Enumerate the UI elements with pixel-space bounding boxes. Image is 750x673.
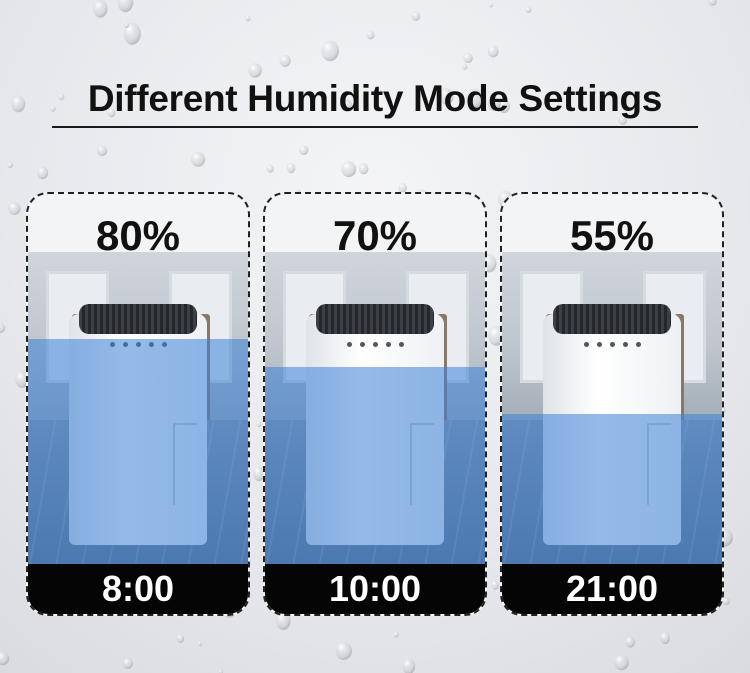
time-label: 10:00 [265, 564, 485, 614]
humidity-card-1: 80% 8:00 [26, 192, 250, 616]
device-control-panel [557, 336, 667, 352]
title-underline [52, 126, 698, 128]
water-drop-icon [279, 54, 291, 67]
water-drop-icon [335, 641, 352, 660]
water-drop-icon [411, 11, 421, 21]
device-grille [553, 304, 671, 335]
water-drop-icon [488, 2, 493, 8]
water-drop-icon [123, 22, 130, 28]
water-drop-icon [117, 0, 134, 13]
water-drop-icon [266, 164, 274, 173]
water-drop-icon [0, 651, 10, 666]
time-label: 8:00 [28, 564, 248, 614]
water-drop-icon [393, 631, 399, 638]
water-drop-icon [358, 163, 369, 175]
water-drop-icon [708, 0, 717, 6]
water-drop-icon [190, 151, 206, 167]
device-grille [79, 304, 197, 335]
water-drop-icon [245, 15, 251, 22]
humidity-percent: 55% [569, 212, 655, 259]
room-scene [28, 252, 248, 564]
water-drop-icon [321, 40, 340, 62]
water-drop-icon [722, 597, 730, 606]
water-drop-icon [176, 634, 185, 643]
water-drop-icon [614, 654, 629, 671]
water-drop-icon [299, 145, 309, 155]
water-drop-icon [487, 45, 499, 58]
water-drop-icon [198, 641, 202, 646]
water-drop-icon [625, 636, 635, 648]
water-drop-icon [37, 166, 49, 180]
water-drop-icon [463, 53, 473, 64]
room-scene [265, 252, 485, 564]
water-level-fill [265, 367, 485, 564]
humidity-percent: 80% [95, 212, 181, 259]
humidity-card-2: 70% 10:00 [263, 192, 487, 616]
water-level-fill [28, 339, 248, 564]
water-drop-icon [248, 63, 262, 78]
water-drop-icon [256, 421, 262, 428]
water-drop-icon [7, 162, 13, 169]
page-title: Different Humidity Mode Settings [87, 78, 663, 119]
water-drop-icon [366, 30, 375, 40]
water-drop-icon [122, 657, 133, 669]
water-drop-icon [462, 64, 468, 70]
water-drop-icon [8, 202, 21, 215]
water-drop-icon [96, 145, 108, 156]
time-label: 21:00 [502, 564, 722, 614]
device-control-panel [320, 336, 430, 352]
water-drop-icon [402, 658, 416, 673]
water-drop-icon [660, 632, 670, 644]
water-level-fill [502, 414, 722, 564]
humidity-percent: 70% [332, 212, 418, 259]
water-drop-icon [123, 22, 141, 45]
water-drop-icon [525, 6, 532, 13]
water-drop-icon [341, 161, 357, 178]
room-scene [502, 252, 722, 564]
device-grille [316, 304, 434, 335]
water-drop-icon [93, 0, 108, 18]
water-drop-icon [491, 580, 499, 590]
water-drop-icon [0, 322, 6, 334]
humidity-card-3: 55% 21:00 [500, 192, 724, 616]
water-drop-icon [286, 162, 296, 174]
